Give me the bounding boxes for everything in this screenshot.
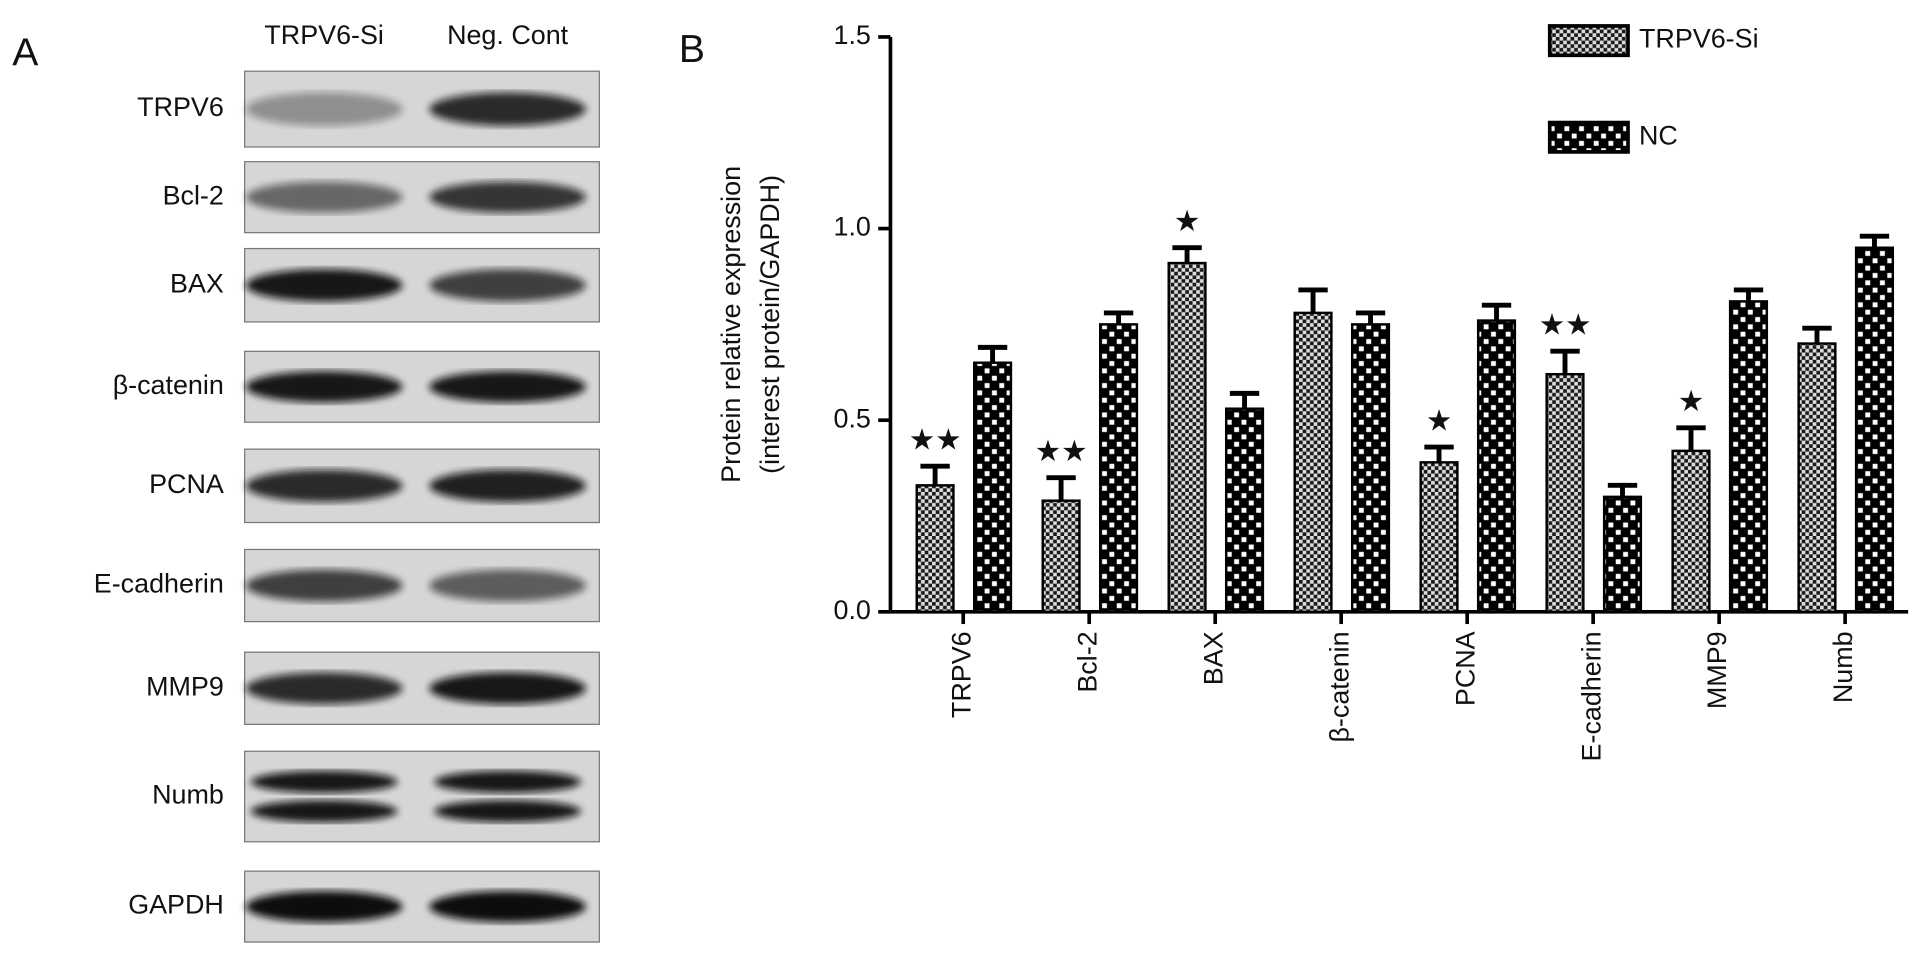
row-label: GAPDH — [128, 890, 224, 920]
row-label: MMP9 — [146, 671, 224, 701]
blot-band — [429, 371, 586, 403]
error-bar — [1481, 302, 1512, 321]
blot-band — [429, 181, 586, 213]
panel-letter: B — [679, 28, 705, 71]
error-bar — [1103, 310, 1134, 325]
column-header: TRPV6-Si — [264, 20, 384, 50]
row-label: Bcl-2 — [163, 180, 224, 210]
blot-band — [245, 890, 403, 923]
blot-band — [429, 269, 586, 302]
blot-band — [245, 269, 403, 302]
bar — [915, 484, 955, 614]
significance-mark: ★★ — [1539, 308, 1592, 341]
bar — [1224, 407, 1265, 614]
significance-mark: ★★ — [909, 423, 962, 456]
blot-band — [245, 181, 403, 213]
legend-swatch — [1547, 120, 1630, 154]
x-tick-label: TRPV6 — [946, 631, 976, 718]
x-tick-label: PCNA — [1450, 631, 1480, 706]
error-bar — [1355, 310, 1386, 325]
row-label: β-catenin — [113, 370, 224, 400]
y-axis-title-line: Protein relative expression — [716, 166, 746, 483]
error-bar — [977, 344, 1008, 363]
blot-band — [434, 770, 581, 793]
legend-swatch — [1547, 24, 1630, 58]
row-label: E-cadherin — [94, 569, 224, 599]
bar — [1167, 261, 1207, 614]
bar — [1041, 499, 1081, 614]
western-blot: TRPV6-Si Neg. Cont TRPV6 Bcl-2 BAX β-catenin P… — [94, 20, 600, 943]
blot-band — [429, 469, 586, 502]
row-label: TRPV6 — [137, 92, 224, 122]
panel-letter: A — [12, 32, 39, 75]
y-tick-label: 1.5 — [833, 20, 870, 50]
bar — [1671, 449, 1711, 614]
blot-band — [434, 800, 581, 823]
blot-band — [429, 672, 586, 705]
significance-mark: ★★ — [1035, 435, 1088, 468]
row-label: BAX — [170, 268, 224, 298]
blot-band — [250, 800, 398, 823]
significance-mark: ★ — [1174, 205, 1200, 238]
error-bar — [920, 463, 950, 486]
y-tick-label: 1.0 — [833, 212, 870, 242]
bar-chart: 0.0 0.5 1.0 1.5 Protein relative expression (… — [716, 20, 1909, 761]
blot-band — [245, 569, 403, 602]
bar — [1419, 461, 1459, 614]
row-label: Numb — [152, 780, 224, 810]
error-bar — [1802, 325, 1832, 344]
bar — [1350, 323, 1391, 614]
x-tick-label: E-cadherin — [1576, 631, 1606, 761]
column-header: Neg. Cont — [447, 20, 569, 50]
blot-band — [429, 890, 586, 923]
bar — [1098, 323, 1139, 614]
y-axis-title: Protein relative expression (interest pro… — [716, 166, 785, 483]
legend-label: NC — [1639, 120, 1678, 150]
error-bar — [1607, 482, 1638, 497]
bar — [1797, 342, 1837, 614]
blot-band — [245, 672, 403, 705]
bar — [1854, 246, 1895, 614]
error-bar — [1550, 348, 1580, 375]
blot-band — [429, 569, 586, 602]
x-tick-label: MMP9 — [1702, 631, 1732, 709]
bar — [1476, 319, 1517, 614]
y-tick-label: 0.5 — [833, 403, 870, 433]
blot-band — [245, 371, 403, 403]
x-tick-label: Bcl-2 — [1072, 631, 1102, 692]
x-tick-label: β-catenin — [1324, 631, 1354, 742]
blot-frame — [244, 750, 600, 843]
bar — [1728, 300, 1769, 614]
bar — [1293, 311, 1333, 614]
y-axis-title-line: (interest protein/GAPDH) — [755, 175, 785, 474]
bar — [1602, 495, 1643, 614]
significance-mark: ★ — [1678, 385, 1704, 418]
row-label: PCNA — [149, 469, 224, 499]
blot-band — [429, 92, 586, 126]
blot-band — [250, 770, 398, 793]
blot-band — [245, 469, 403, 502]
error-bar — [1298, 287, 1328, 313]
error-bar — [1859, 233, 1890, 248]
x-tick-label: BAX — [1198, 631, 1228, 685]
error-bar — [1046, 475, 1076, 501]
x-tick-label: Numb — [1828, 631, 1858, 703]
error-bar — [1229, 390, 1260, 409]
significance-mark: ★ — [1426, 404, 1452, 437]
error-bar — [1676, 425, 1706, 451]
legend-label: TRPV6-Si — [1639, 24, 1759, 54]
error-bar — [1172, 245, 1202, 264]
blot-band — [245, 92, 403, 126]
error-bar — [1424, 444, 1454, 463]
bar — [973, 361, 1013, 614]
y-tick-label: 0.0 — [833, 595, 870, 625]
error-bar — [1733, 287, 1764, 302]
bar — [1545, 372, 1585, 614]
